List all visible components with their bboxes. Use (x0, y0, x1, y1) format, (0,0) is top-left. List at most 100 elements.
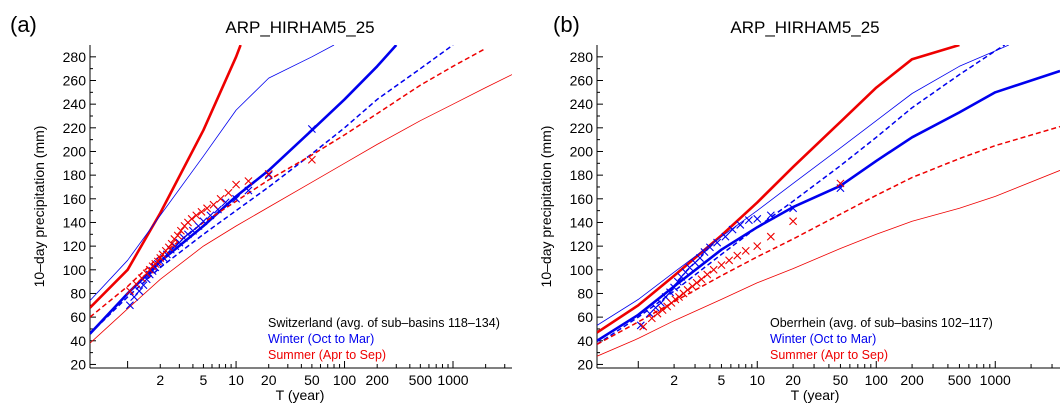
y-tick-label: 200 (63, 143, 87, 159)
marker-winter (188, 226, 197, 235)
marker-winter (656, 298, 665, 307)
x-tick-label: 500 (948, 372, 972, 388)
x-tick-label: 2 (670, 372, 678, 388)
y-tick-label: 140 (570, 214, 594, 230)
marker-winter (713, 238, 722, 247)
marker-summer (753, 242, 762, 251)
marker-summer (307, 155, 316, 164)
marker-winter (125, 301, 134, 310)
marker-summer (647, 314, 656, 323)
marker-summer (176, 226, 185, 235)
marker-summer (733, 251, 742, 260)
x-tick-label: 50 (304, 372, 320, 388)
x-tick-label: 5 (718, 372, 726, 388)
marker-summer (167, 239, 176, 248)
marker-winter (151, 263, 160, 272)
legend-entry: Summer (Apr to Sep) (268, 348, 386, 362)
x-tick-label: 20 (785, 372, 801, 388)
legend-entry: Winter (Oct to Mar) (268, 332, 374, 346)
panel-label: (a) (10, 12, 37, 37)
marker-winter (264, 171, 273, 180)
marker-winter (789, 204, 798, 213)
marker-summer (725, 256, 734, 265)
x-tick-label: 1000 (437, 372, 468, 388)
chart-title: ARP_HIRHAM5_25 (225, 18, 374, 37)
marker-winter (673, 277, 682, 286)
x-tick-label: 200 (366, 372, 390, 388)
marker-summer (688, 282, 697, 291)
y-tick-label: 220 (63, 120, 87, 136)
y-tick-label: 240 (63, 96, 87, 112)
y-axis-label: 10–day precipitation (mm) (538, 126, 554, 288)
marker-summer (153, 257, 162, 266)
legend-entry: Winter (Oct to Mar) (770, 332, 876, 346)
series-line-summer-dashed (90, 47, 486, 318)
marker-winter (736, 220, 745, 229)
marker-summer (203, 204, 212, 213)
y-tick-label: 260 (570, 72, 594, 88)
x-tick-label: 50 (833, 372, 849, 388)
marker-summer (639, 322, 648, 331)
marker-summer (224, 188, 233, 197)
y-tick-label: 20 (70, 356, 86, 372)
y-tick-label: 20 (577, 356, 593, 372)
marker-winter (139, 281, 148, 290)
legend-entry: Summer (Apr to Sep) (770, 348, 888, 362)
y-tick-label: 180 (63, 167, 87, 183)
marker-summer (244, 177, 253, 186)
marker-winter (695, 253, 704, 262)
y-tick-label: 100 (63, 262, 87, 278)
marker-summer (703, 270, 712, 279)
marker-summer (125, 287, 134, 296)
y-tick-label: 80 (577, 285, 593, 301)
y-tick-label: 160 (570, 191, 594, 207)
marker-winter (670, 283, 679, 292)
chart-panel-1: (a) ARP_HIRHAM5_25 20 40 60 80 100 120 140 160 180… (10, 12, 512, 403)
marker-summer (209, 200, 218, 209)
y-tick-label: 280 (570, 49, 594, 65)
y-tick-label: 60 (577, 309, 593, 325)
marker-summer (717, 261, 726, 270)
marker-winter (307, 125, 316, 133)
y-tick-label: 140 (63, 214, 87, 230)
marker-summer (264, 169, 273, 178)
marker-winter (232, 194, 241, 203)
plot-area (597, 45, 1060, 357)
series-line-winter-thin (90, 45, 335, 301)
series-line-winter-thick (597, 69, 1060, 342)
x-axis-label: T (year) (276, 387, 325, 403)
series-line-summer-thick (90, 45, 242, 309)
marker-summer (697, 275, 706, 284)
marker-winter (636, 321, 645, 330)
legend-entry: Oberrhein (avg. of sub–basins 102–117) (770, 316, 993, 330)
marker-summer (683, 285, 692, 294)
marker-summer (232, 180, 241, 189)
marker-summer (789, 217, 798, 226)
marker-winter (199, 217, 208, 226)
marker-winter (206, 211, 215, 220)
y-tick-label: 100 (570, 262, 594, 278)
marker-summer (671, 295, 680, 304)
chart-panel-2: (b) ARP_HIRHAM5_25 20 40 60 80 100 120 140 160 180… (538, 12, 1060, 403)
y-tick-label: 40 (70, 333, 86, 349)
panel-label: (b) (553, 12, 580, 37)
marker-summer (653, 309, 662, 318)
x-tick-label: 1000 (980, 372, 1011, 388)
marker-winter (705, 243, 714, 252)
plot-area (90, 45, 512, 344)
x-tick-label: 200 (900, 372, 924, 388)
series-line-summer-dashed (597, 125, 1060, 345)
y-tick-label: 240 (570, 96, 594, 112)
series-line-summer-thick (597, 45, 960, 334)
x-tick-label: 2 (156, 372, 164, 388)
y-axis-label: 10–day precipitation (mm) (31, 126, 47, 288)
marker-summer (675, 293, 684, 301)
marker-winter (766, 211, 775, 220)
marker-winter (244, 186, 253, 195)
marker-winter (130, 293, 139, 301)
marker-summer (692, 278, 701, 287)
y-tick-label: 60 (70, 309, 86, 325)
marker-winter (753, 214, 762, 223)
x-tick-label: 5 (200, 372, 208, 388)
